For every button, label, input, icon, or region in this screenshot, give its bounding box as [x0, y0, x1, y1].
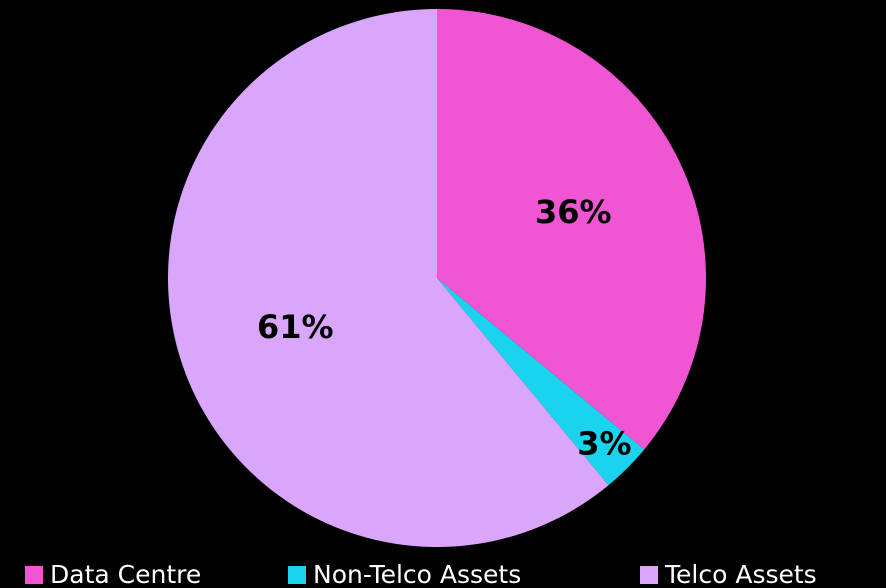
legend-swatch — [25, 566, 43, 584]
legend-swatch — [640, 566, 658, 584]
legend-label: Non-Telco Assets — [313, 560, 521, 588]
legend-swatch — [288, 566, 306, 584]
pie-slice — [437, 278, 645, 486]
data-label: 3% — [577, 424, 631, 462]
legend-label: Telco Assets — [664, 560, 817, 588]
pie-slice — [168, 9, 609, 547]
data-label: 36% — [535, 193, 612, 231]
legend-label: Data Centre — [50, 560, 201, 588]
data-label: 61% — [257, 308, 334, 346]
pie-slice — [437, 9, 706, 450]
